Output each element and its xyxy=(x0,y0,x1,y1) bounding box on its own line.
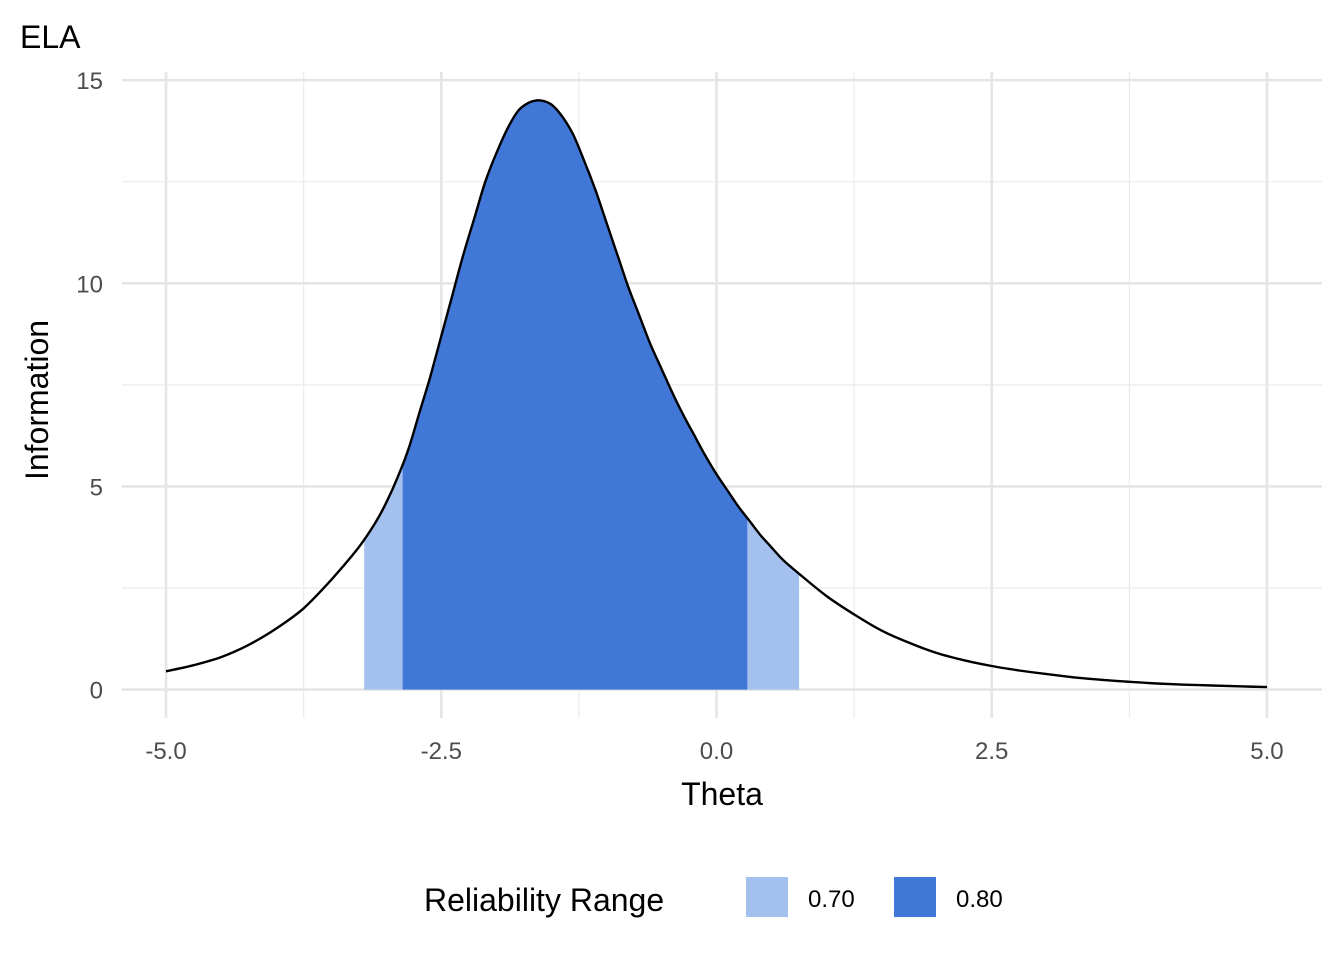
legend: Reliability Range 0.70 0.80 xyxy=(424,877,1003,918)
x-tick-label: -5.0 xyxy=(145,738,186,765)
y-tick-label: 15 xyxy=(76,68,103,95)
y-tick-label: 10 xyxy=(76,271,103,298)
x-tick-label: -2.5 xyxy=(421,738,462,765)
information-curve-layer xyxy=(165,99,1268,689)
reliability-bands xyxy=(364,100,800,690)
chart-title: ELA xyxy=(20,19,81,55)
x-tick-labels: -5.0 -2.5 0.0 2.5 5.0 xyxy=(145,738,1283,765)
legend-label-0-70: 0.70 xyxy=(808,886,855,913)
y-tick-labels: 0 5 10 15 xyxy=(76,68,103,704)
information-curve xyxy=(165,99,1268,689)
legend-title: Reliability Range xyxy=(424,882,664,918)
x-axis-title: Theta xyxy=(681,776,763,812)
legend-label-0-80: 0.80 xyxy=(956,886,1003,913)
x-tick-label: 2.5 xyxy=(975,738,1008,765)
x-tick-label: 0.0 xyxy=(700,738,733,765)
y-axis-title: Information xyxy=(19,320,55,480)
y-tick-label: 5 xyxy=(90,474,103,501)
reliability-band-0-80 xyxy=(402,100,748,690)
x-tick-label: 5.0 xyxy=(1250,738,1283,765)
legend-swatch-0-80 xyxy=(894,877,936,917)
legend-swatch-0-70 xyxy=(746,877,788,917)
y-tick-label: 0 xyxy=(90,678,103,705)
